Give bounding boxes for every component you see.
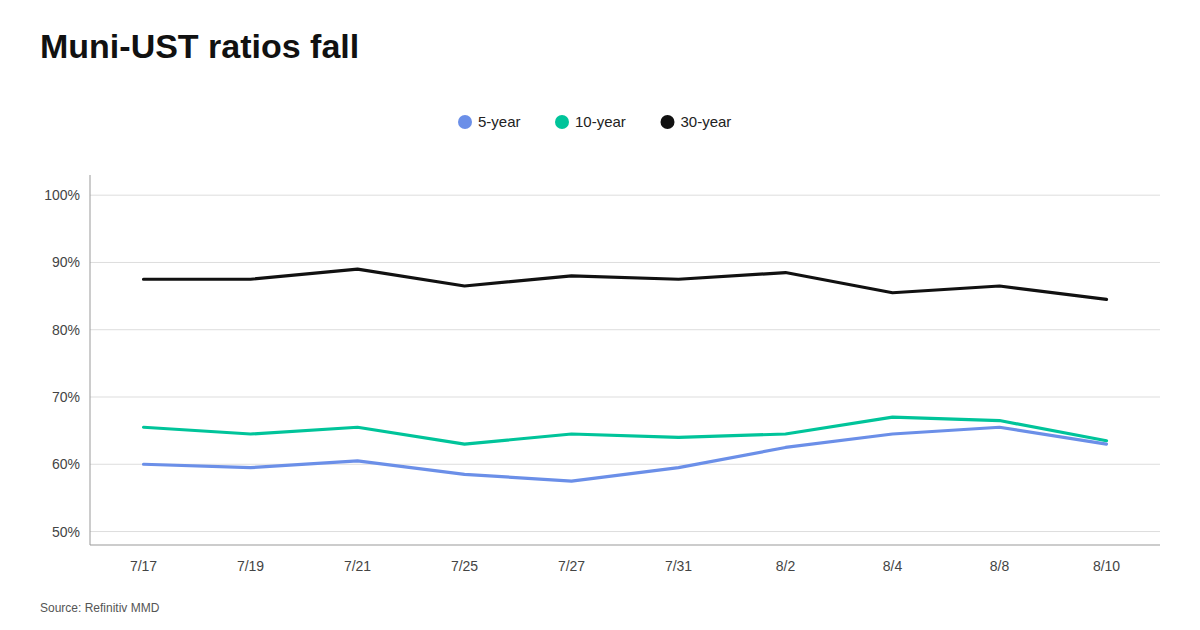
grid-line — [90, 329, 1160, 330]
x-tick-label: 7/19 — [237, 558, 264, 574]
x-tick-label: 8/10 — [1093, 558, 1120, 574]
x-tick-label: 7/25 — [451, 558, 478, 574]
legend-swatch — [661, 115, 675, 129]
legend: 5-year 10-year 30-year — [458, 113, 731, 130]
series-line — [144, 427, 1107, 481]
legend-swatch — [458, 115, 472, 129]
grid-line — [90, 397, 1160, 398]
x-tick-label: 7/27 — [558, 558, 585, 574]
x-tick-label: 8/4 — [883, 558, 903, 574]
y-tick-label: 70% — [52, 389, 80, 405]
source: Source: Refinitiv MMD — [40, 601, 160, 615]
y-grid — [90, 195, 1160, 531]
x-tick-label: 8/8 — [990, 558, 1010, 574]
legend-label: 10-year — [575, 113, 626, 130]
grid-line — [90, 464, 1160, 465]
chart: Muni-UST ratios fall 50% 60% 70% 80% 90% 100% 7… — [0, 0, 1200, 630]
y-tick-label: 80% — [52, 322, 80, 338]
title: Muni-UST ratios fall — [40, 27, 359, 65]
x-tick-label: 7/17 — [130, 558, 157, 574]
grid-line — [90, 195, 1160, 196]
x-tick-label: 7/31 — [665, 558, 692, 574]
grid-line — [90, 531, 1160, 532]
lines — [144, 269, 1107, 481]
y-tick-label: 50% — [52, 524, 80, 540]
series-line — [144, 269, 1107, 299]
legend-label: 30-year — [681, 113, 732, 130]
y-tick-label: 90% — [52, 254, 80, 270]
grid-line — [90, 262, 1160, 263]
legend-label: 5-year — [478, 113, 521, 130]
y-tick-label: 100% — [44, 187, 80, 203]
y-axis-line — [90, 175, 91, 545]
x-tick-label: 8/2 — [776, 558, 796, 574]
y-tick-label: 60% — [52, 456, 80, 472]
legend-swatch — [555, 115, 569, 129]
x-axis-line — [90, 545, 1160, 546]
x-tick-label: 7/21 — [344, 558, 371, 574]
